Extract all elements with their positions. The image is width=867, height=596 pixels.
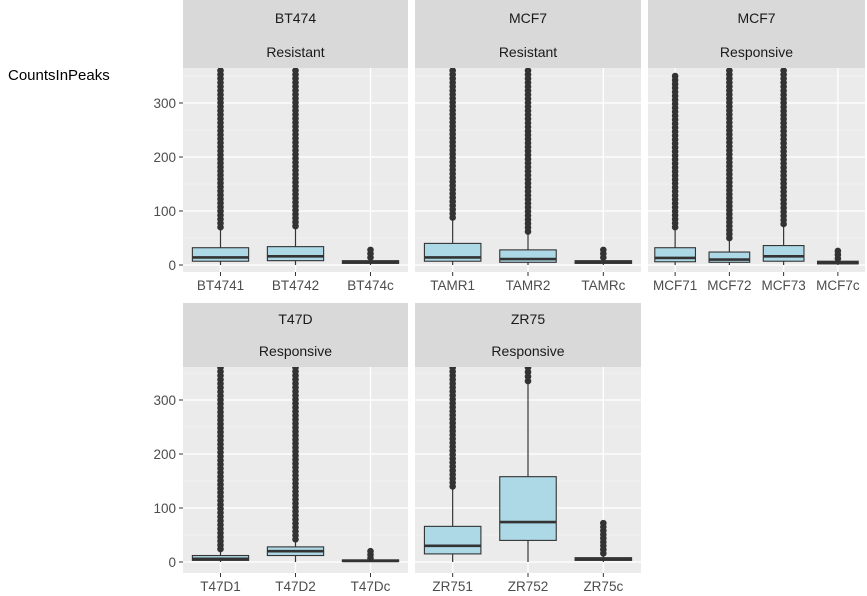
facet-strip-bottom <box>415 36 641 68</box>
outlier-point <box>217 367 224 371</box>
box <box>499 249 557 263</box>
facet-strip-bottom <box>183 36 408 68</box>
y-tick-label: 200 <box>153 150 176 165</box>
x-tick-label: T47D2 <box>275 579 316 594</box>
box <box>423 525 482 555</box>
strip-label: Responsive <box>259 343 332 359</box>
facet-panel: MCF7 Responsive MCF71 MCF72 MCF73 MCF7c <box>648 0 865 293</box>
outlier-point <box>292 68 299 74</box>
x-tick-label: T47D1 <box>200 579 241 594</box>
facet-strip-top <box>415 303 641 335</box>
y-tick-label: 0 <box>168 555 176 570</box>
panel-plot-area <box>191 68 400 265</box>
y-tick-label: 300 <box>153 393 176 408</box>
x-tick-label: MCF7c <box>816 278 860 293</box>
panel-plot-area <box>423 68 633 265</box>
outlier-point <box>449 68 456 74</box>
box <box>266 246 325 262</box>
x-tick-label: MCF71 <box>653 278 697 293</box>
outlier-point <box>780 68 787 74</box>
facet-panel: ZR75 Responsive ZR751 ZR752 ZR75c <box>415 303 641 594</box>
outlier-point <box>367 547 374 555</box>
box <box>499 476 557 541</box>
box <box>654 247 697 263</box>
outlier-point <box>671 72 679 80</box>
strip-label: Responsive <box>491 343 564 359</box>
facet-panel: BT474 Resistant BT4741 BT4742 BT474c 0 100 200 3… <box>153 0 408 293</box>
strip-label: T47D <box>278 311 312 327</box>
x-tick-label: ZR752 <box>508 579 549 594</box>
x-tick-label: MCF72 <box>707 278 751 293</box>
outlier-point <box>217 68 224 74</box>
outlier-point <box>600 246 607 254</box>
strip-label: Resistant <box>499 44 557 60</box>
x-tick-label: TAMR1 <box>430 278 475 293</box>
x-tick-label: TAMR2 <box>506 278 551 293</box>
outlier-point <box>524 68 532 74</box>
facet-panels: BT474 Resistant BT4741 BT4742 BT474c 0 100 200 3… <box>153 0 865 594</box>
outlier-point <box>292 367 299 371</box>
strip-label: Resistant <box>266 44 324 60</box>
panel-plot-area <box>191 367 400 563</box>
facet-strip-top <box>648 0 865 36</box>
strip-label: BT474 <box>275 10 316 26</box>
y-tick-label: 0 <box>168 258 176 273</box>
x-tick-label: ZR75c <box>583 579 623 594</box>
outlier-point <box>726 68 733 74</box>
facet-panel: MCF7 Resistant TAMR1 TAMR2 TAMRc <box>415 0 641 293</box>
strip-label: MCF7 <box>509 10 547 26</box>
x-tick-label: BT4742 <box>272 278 319 293</box>
outlier-point <box>600 519 607 527</box>
x-tick-label: BT4741 <box>197 278 244 293</box>
strip-label: ZR75 <box>511 311 545 327</box>
facet-strip-top <box>183 0 408 36</box>
strip-label: Responsive <box>720 44 793 60</box>
outlier-point <box>524 367 532 371</box>
facet-strip-top <box>183 303 408 335</box>
y-axis-title: CountsInPeaks <box>8 67 110 84</box>
facet-strip-bottom <box>415 335 641 367</box>
outlier-point <box>367 246 374 254</box>
x-tick-label: BT474c <box>347 278 394 293</box>
x-tick-label: MCF73 <box>761 278 805 293</box>
y-tick-label: 200 <box>153 447 176 462</box>
y-tick-label: 100 <box>153 501 176 516</box>
panel-plot-area <box>654 68 859 265</box>
box <box>708 251 751 263</box>
facet-panel: T47D Responsive T47D1 T47D2 T47Dc 0 100 200 300 <box>153 303 408 594</box>
x-tick-label: ZR751 <box>432 579 473 594</box>
y-tick-label: 100 <box>153 204 176 219</box>
outlier-point <box>449 367 456 371</box>
box <box>762 245 805 262</box>
box <box>191 247 250 262</box>
y-tick-label: 300 <box>153 96 176 111</box>
facet-strip-top <box>415 0 641 36</box>
facet-strip-bottom <box>648 36 865 68</box>
x-tick-label: T47Dc <box>351 579 391 594</box>
strip-label: MCF7 <box>737 10 775 26</box>
panel-plot-area <box>423 367 633 562</box>
facet-strip-bottom <box>183 335 408 367</box>
x-tick-label: TAMRc <box>581 278 625 293</box>
outlier-point <box>834 247 842 255</box>
panel-background <box>648 68 865 272</box>
